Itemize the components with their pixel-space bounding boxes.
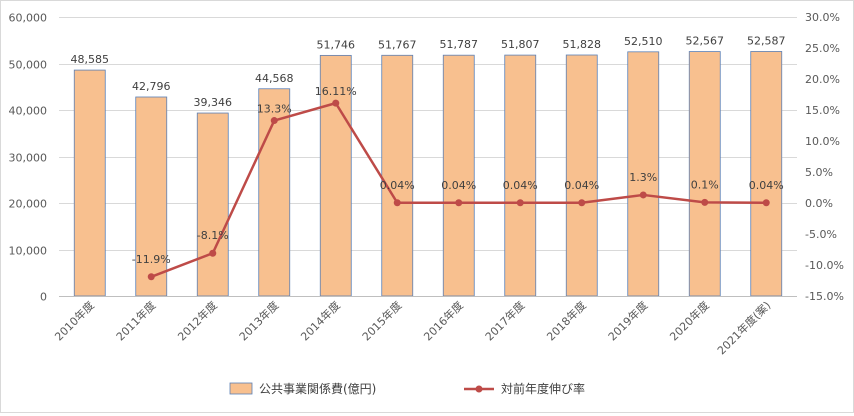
- growth-rate-point: [701, 198, 709, 206]
- bar-value-label: 42,796: [132, 80, 171, 93]
- y-right-tick-label: 25.0%: [805, 42, 840, 55]
- bar: [442, 54, 475, 297]
- bar-value-label: 52,510: [624, 35, 663, 48]
- x-tick-label: 2018年度: [544, 298, 589, 343]
- bar-value-label: 39,346: [194, 96, 233, 109]
- legend: 公共事業関係費(億円) 対前年度伸び率: [229, 381, 585, 396]
- y-left-tick-label: 0: [40, 291, 47, 304]
- x-tick-label: 2013年度: [236, 298, 281, 343]
- x-tick-label: 2015年度: [359, 298, 404, 343]
- bar: [73, 69, 106, 297]
- bar-value-label: 52,567: [686, 35, 725, 48]
- y-left-tick-label: 10,000: [9, 245, 48, 258]
- bar-value-label: 51,746: [317, 38, 356, 51]
- bar: [627, 51, 660, 297]
- x-tick-label: 2011年度: [113, 298, 158, 343]
- growth-rate-label: 13.3%: [257, 103, 292, 116]
- y-right-tick-label: 15.0%: [805, 104, 840, 117]
- y-left-tick-label: 20,000: [9, 198, 48, 211]
- growth-rate-point: [393, 199, 401, 207]
- growth-rate-label: -8.1%: [197, 229, 229, 242]
- growth-rate-point: [578, 199, 586, 207]
- x-tick-label: 2020年度: [667, 298, 712, 343]
- bar: [135, 96, 168, 297]
- legend-line-marker: [475, 385, 483, 393]
- bar-series: [73, 51, 783, 297]
- growth-rate-point: [147, 273, 155, 281]
- growth-rate-label: 1.3%: [629, 171, 657, 184]
- x-tick-label: 2010年度: [52, 298, 97, 343]
- bar-value-label: 51,767: [378, 38, 417, 51]
- x-tick-label: 2014年度: [298, 298, 343, 343]
- x-tick-label: 2019年度: [605, 298, 650, 343]
- bar-value-label: 51,807: [501, 38, 540, 51]
- growth-rate-label: 0.04%: [503, 179, 538, 192]
- bar-value-label: 51,787: [440, 38, 479, 51]
- bar: [504, 54, 537, 297]
- y-right-tick-label: -5.0%: [805, 228, 837, 241]
- y-right-tick-label: 0.0%: [805, 197, 833, 210]
- bar-value-label: 44,568: [255, 72, 294, 85]
- growth-rate-point: [455, 199, 463, 207]
- growth-rate-point: [209, 249, 217, 257]
- x-tick-label: 2016年度: [421, 298, 466, 343]
- y-left-tick-label: 40,000: [9, 105, 48, 118]
- growth-rate-label: 0.1%: [691, 178, 719, 191]
- bar: [688, 51, 721, 297]
- data-labels: 48,585 42,796 39,346 44,568 51,746 51,767 51,7…: [71, 34, 786, 265]
- growth-rate-label: 0.04%: [749, 179, 784, 192]
- growth-rate-point: [516, 199, 524, 207]
- y-left-tick-label: 60,000: [9, 12, 48, 25]
- bar: [319, 54, 352, 297]
- growth-rate-label: 0.04%: [564, 179, 599, 192]
- legend-bar-swatch: [229, 382, 253, 395]
- bar-value-label: 52,587: [747, 34, 786, 47]
- growth-rate-label: 16.11%: [315, 85, 357, 98]
- growth-rate-point: [762, 199, 770, 207]
- y-right-tick-label: 20.0%: [805, 73, 840, 86]
- y-right-tick-label: -15.0%: [805, 290, 844, 303]
- growth-rate-label: 0.04%: [380, 179, 415, 192]
- growth-rate-point: [639, 191, 647, 199]
- y-right-tick-label: 30.0%: [805, 11, 840, 24]
- bar: [565, 54, 598, 297]
- bar: [196, 112, 229, 297]
- bar: [381, 54, 414, 297]
- bar: [750, 51, 783, 297]
- x-tick-label: 2021年度(案): [714, 298, 773, 357]
- growth-rate-label: -11.9%: [132, 253, 171, 266]
- y-left-tick-label: 30,000: [9, 152, 48, 165]
- legend-bar-label: 公共事業関係費(億円): [259, 381, 376, 396]
- y-right-tick-label: -10.0%: [805, 259, 844, 272]
- growth-rate-point: [332, 99, 340, 107]
- bar-value-label: 48,585: [71, 53, 110, 66]
- y-left-tick-label: 50,000: [9, 59, 48, 72]
- x-tick-label: 2012年度: [175, 298, 220, 343]
- bar-value-label: 51,828: [563, 38, 602, 51]
- legend-line-label: 対前年度伸び率: [501, 381, 585, 396]
- line-series: [147, 99, 770, 281]
- growth-rate-label: 0.04%: [441, 179, 476, 192]
- x-tick-label: 2017年度: [482, 298, 527, 343]
- y-right-tick-label: 5.0%: [805, 166, 833, 179]
- growth-rate-point: [270, 117, 278, 125]
- y-right-tick-label: 10.0%: [805, 135, 840, 148]
